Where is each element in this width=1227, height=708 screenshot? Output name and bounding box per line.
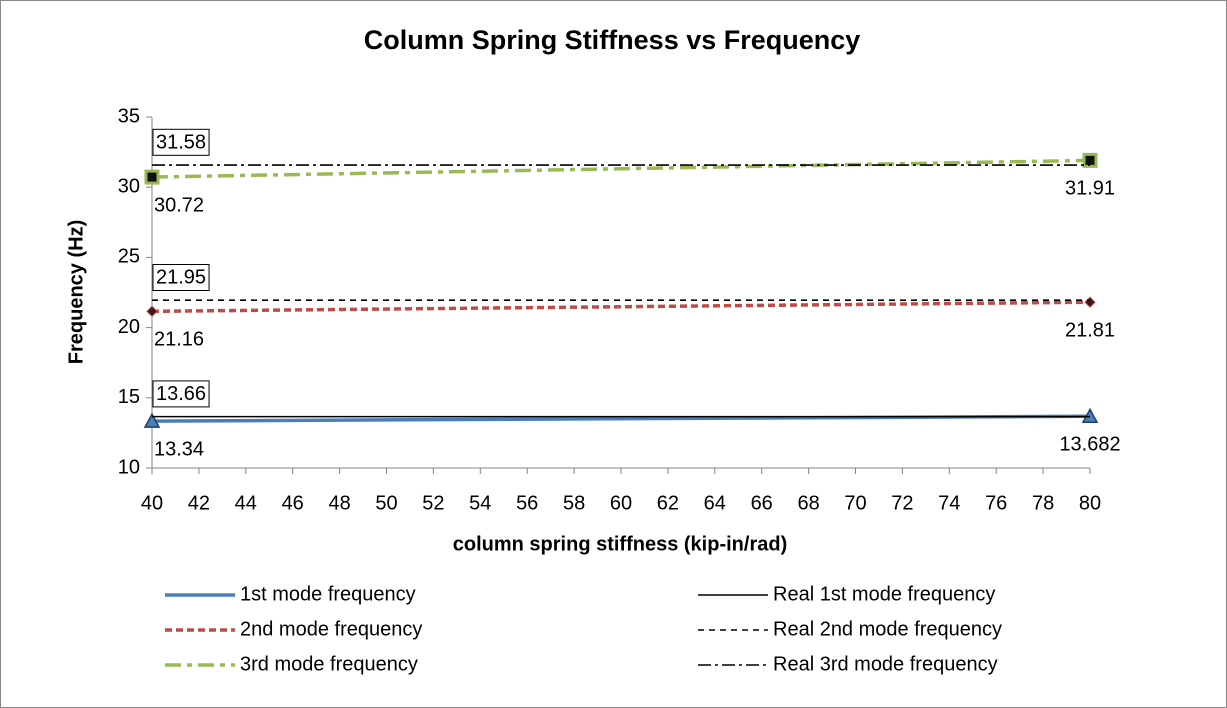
marker [143, 412, 161, 428]
x-tick-label: 46 [282, 492, 304, 514]
x-tick-label: 64 [704, 492, 726, 514]
x-tick-label: 60 [610, 492, 632, 514]
x-tick-label: 40 [141, 492, 163, 514]
data-label: 31.58 [156, 131, 206, 153]
data-label: 13.66 [156, 383, 206, 405]
x-tick-label: 56 [516, 492, 538, 514]
x-tick-label: 48 [328, 492, 350, 514]
series-line [151, 158, 1091, 179]
data-label: 13.682 [1059, 434, 1120, 456]
x-tick-label: 72 [891, 492, 913, 514]
y-tick-label: 35 [118, 105, 140, 127]
data-label: 31.91 [1065, 178, 1115, 200]
x-axis-label: column spring stiffness (kip-in/rad) [453, 533, 787, 555]
y-tick-label: 30 [118, 175, 140, 197]
x-tick-label: 54 [469, 492, 491, 514]
y-tick-label: 10 [118, 456, 140, 478]
data-label: 21.16 [154, 329, 204, 351]
label-box [152, 264, 210, 292]
legend-label: Real 1st mode frequency [773, 583, 995, 605]
x-tick-label: 80 [1079, 492, 1101, 514]
x-tick-label: 50 [375, 492, 397, 514]
x-tick-label: 70 [844, 492, 866, 514]
x-tick-label: 74 [938, 492, 960, 514]
label-box [152, 128, 210, 156]
legend-label: 3rd mode frequency [240, 653, 418, 675]
data-label: 21.81 [1065, 319, 1115, 341]
x-tick-label: 78 [1032, 492, 1054, 514]
x-tick-label: 68 [797, 492, 819, 514]
marker [144, 169, 160, 185]
chart-title: Column Spring Stiffness vs Frequency [364, 25, 861, 55]
x-tick-label: 58 [563, 492, 585, 514]
marker [1081, 407, 1099, 424]
label-box [152, 380, 210, 408]
legend-label: Real 2nd mode frequency [773, 618, 1002, 640]
y-axis-label: Frequency (Hz) [65, 220, 87, 364]
series-line [151, 300, 1091, 314]
data-label: 13.34 [154, 438, 204, 460]
x-tick-label: 62 [657, 492, 679, 514]
x-tick-label: 44 [235, 492, 257, 514]
x-tick-label: 52 [422, 492, 444, 514]
y-tick-label: 25 [118, 246, 140, 268]
legend-label: Real 3rd mode frequency [773, 653, 998, 675]
data-label: 21.95 [156, 267, 206, 289]
marker [146, 305, 158, 318]
data-label: 30.72 [154, 194, 204, 216]
x-tick-label: 76 [985, 492, 1007, 514]
legend-label: 2nd mode frequency [240, 618, 422, 640]
legend-label: 1st mode frequency [240, 583, 416, 605]
marker [1082, 152, 1098, 168]
y-tick-label: 15 [118, 386, 140, 408]
y-tick-label: 20 [118, 316, 140, 338]
x-tick-label: 42 [188, 492, 210, 514]
x-tick-label: 66 [751, 492, 773, 514]
